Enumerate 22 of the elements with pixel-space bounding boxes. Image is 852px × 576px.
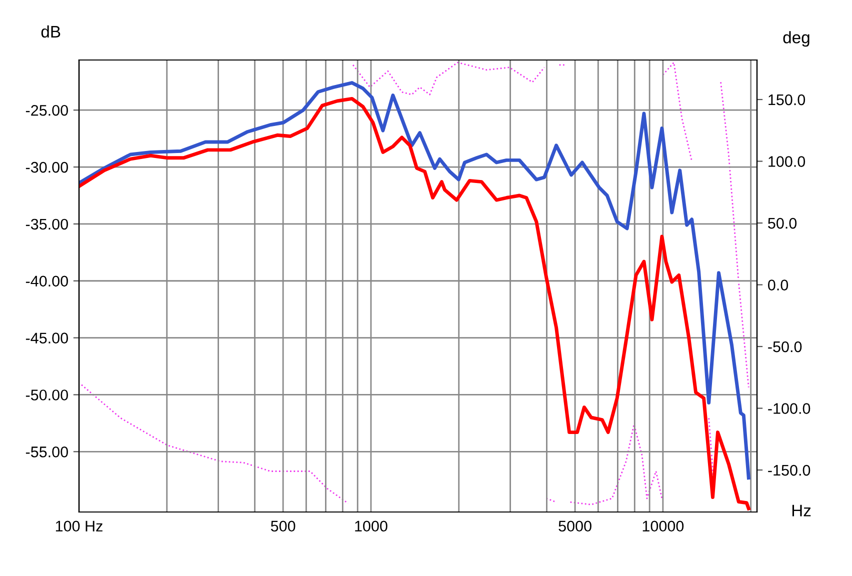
x-tick-label: 500 — [270, 520, 296, 532]
y-axis-title: dB — [41, 25, 60, 38]
y2-tick-label: 0.0 — [768, 280, 788, 290]
x-axis-title: Hz — [792, 504, 811, 516]
x-tick-label: 100 Hz — [56, 520, 102, 532]
y-tick-label: -55.00 — [26, 446, 68, 458]
y2-tick-label: 100.0 — [768, 156, 806, 167]
x-tick-label: 10000 — [642, 520, 684, 532]
x-tick-label: 5000 — [558, 520, 592, 532]
y2-tick-label: -100.0 — [768, 403, 810, 414]
y-tick-label: -35.00 — [26, 218, 68, 230]
y2-tick-label: -50.0 — [768, 341, 802, 352]
y-tick-label: -50.00 — [26, 390, 68, 400]
y2-axis-title: deg — [783, 31, 810, 47]
y2-tick-label: 50.0 — [768, 218, 797, 229]
y2-tick-label: -150.0 — [768, 464, 810, 476]
x-tick-label: 1000 — [355, 520, 388, 532]
y2-tick-label: 150.0 — [768, 94, 806, 106]
y-tick-label: -40.00 — [26, 276, 68, 287]
y-tick-label: -30.00 — [26, 162, 68, 173]
y-tick-label: -45.00 — [26, 332, 68, 344]
y-tick-label: -25.00 — [26, 104, 68, 116]
